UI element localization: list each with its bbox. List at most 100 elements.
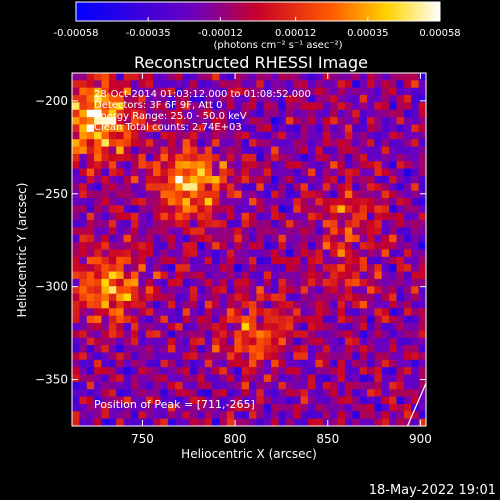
heatmap-cell <box>381 293 390 302</box>
heatmap-cell <box>204 293 213 302</box>
heatmap-cell <box>337 367 346 376</box>
heatmap-cell <box>182 411 191 420</box>
heatmap-cell <box>308 418 316 427</box>
heatmap-cell <box>241 256 250 265</box>
heatmap-cell <box>256 381 265 390</box>
heatmap-cell <box>204 87 213 96</box>
heatmap-cell <box>359 374 368 383</box>
heatmap-cell <box>300 315 309 324</box>
heatmap-cell <box>300 220 309 229</box>
heatmap-cell <box>418 418 427 427</box>
heatmap-cell <box>94 117 103 126</box>
heatmap-cell <box>315 381 324 390</box>
heatmap-cell <box>131 249 139 258</box>
heatmap-cell <box>219 227 228 236</box>
heatmap-cell <box>197 403 206 412</box>
heatmap-cell <box>418 168 427 177</box>
heatmap-cell <box>263 396 272 405</box>
heatmap-cell <box>315 168 324 177</box>
heatmap-cell <box>190 153 198 162</box>
heatmap-cell <box>396 389 405 398</box>
heatmap-cell <box>145 389 154 398</box>
heatmap-cell <box>256 411 265 420</box>
heatmap-cell <box>108 73 117 81</box>
heatmap-cell <box>212 168 221 177</box>
heatmap-cell <box>308 124 316 133</box>
heatmap-cell <box>278 389 287 398</box>
heatmap-cell <box>116 139 125 148</box>
heatmap-cell <box>116 300 125 309</box>
heatmap-cell <box>411 323 420 331</box>
heatmap-cell <box>145 198 154 206</box>
heatmap-cell <box>293 168 302 177</box>
heatmap-cell <box>256 131 265 140</box>
heatmap-cell <box>315 227 324 236</box>
heatmap-cell <box>108 220 117 229</box>
heatmap-cell <box>374 256 383 265</box>
heatmap-cell <box>308 95 316 104</box>
heatmap-cell <box>86 330 95 339</box>
heatmap-cell <box>234 161 243 170</box>
heatmap-cell <box>153 249 162 258</box>
heatmap-cell <box>381 271 390 280</box>
heatmap-cell <box>138 249 147 258</box>
heatmap-cell <box>226 117 235 126</box>
heatmap-cell <box>167 300 176 309</box>
heatmap-cell <box>86 323 95 331</box>
heatmap-cell <box>182 139 191 148</box>
heatmap-cell <box>278 205 287 214</box>
heatmap-cell <box>285 73 294 81</box>
heatmap-cell <box>389 109 398 118</box>
heatmap-cell <box>263 330 272 339</box>
heatmap-cell <box>308 139 316 148</box>
heatmap-cell <box>293 359 302 368</box>
heatmap-cell <box>337 95 346 104</box>
heatmap-cell <box>271 95 280 104</box>
heatmap-cell <box>197 323 206 331</box>
heatmap-cell <box>359 102 368 111</box>
heatmap-cell <box>131 374 139 383</box>
heatmap-cell <box>293 367 302 376</box>
heatmap-cell <box>389 249 398 258</box>
heatmap-cell <box>108 183 117 192</box>
heatmap-cell <box>330 308 339 317</box>
heatmap-cell <box>411 190 420 199</box>
heatmap-cell <box>108 352 117 361</box>
heatmap-cell <box>175 234 184 243</box>
heatmap-cell <box>153 293 162 302</box>
heatmap-cell <box>322 117 331 126</box>
heatmap-cell <box>160 345 169 354</box>
heatmap-cell <box>278 109 287 118</box>
heatmap-cell <box>167 87 176 96</box>
heatmap-cell <box>308 374 316 383</box>
heatmap-cell <box>175 367 184 376</box>
heatmap-cell <box>418 117 427 126</box>
heatmap-cell <box>101 131 110 140</box>
heatmap-cell <box>367 359 375 368</box>
heatmap-cell <box>285 345 294 354</box>
heatmap-cell <box>226 124 235 133</box>
heatmap-cell <box>160 124 169 133</box>
heatmap-cell <box>403 300 412 309</box>
heatmap-cell <box>315 198 324 206</box>
heatmap-cell <box>204 175 213 184</box>
heatmap-cell <box>271 220 280 229</box>
heatmap-cell <box>204 212 213 221</box>
heatmap-cell <box>285 278 294 287</box>
heatmap-cell <box>322 175 331 184</box>
heatmap-cell <box>138 330 147 339</box>
heatmap-cell <box>374 73 383 81</box>
heatmap-cell <box>108 381 117 390</box>
heatmap-cell <box>263 153 272 162</box>
heatmap-cell <box>234 300 243 309</box>
heatmap-cell <box>418 249 427 258</box>
heatmap-cell <box>263 183 272 192</box>
heatmap-cell <box>72 161 80 170</box>
heatmap-cell <box>308 242 316 251</box>
heatmap-cell <box>389 345 398 354</box>
heatmap-cell <box>145 95 154 104</box>
heatmap-cell <box>86 124 95 133</box>
heatmap-cell <box>160 183 169 192</box>
heatmap-cell <box>367 227 375 236</box>
